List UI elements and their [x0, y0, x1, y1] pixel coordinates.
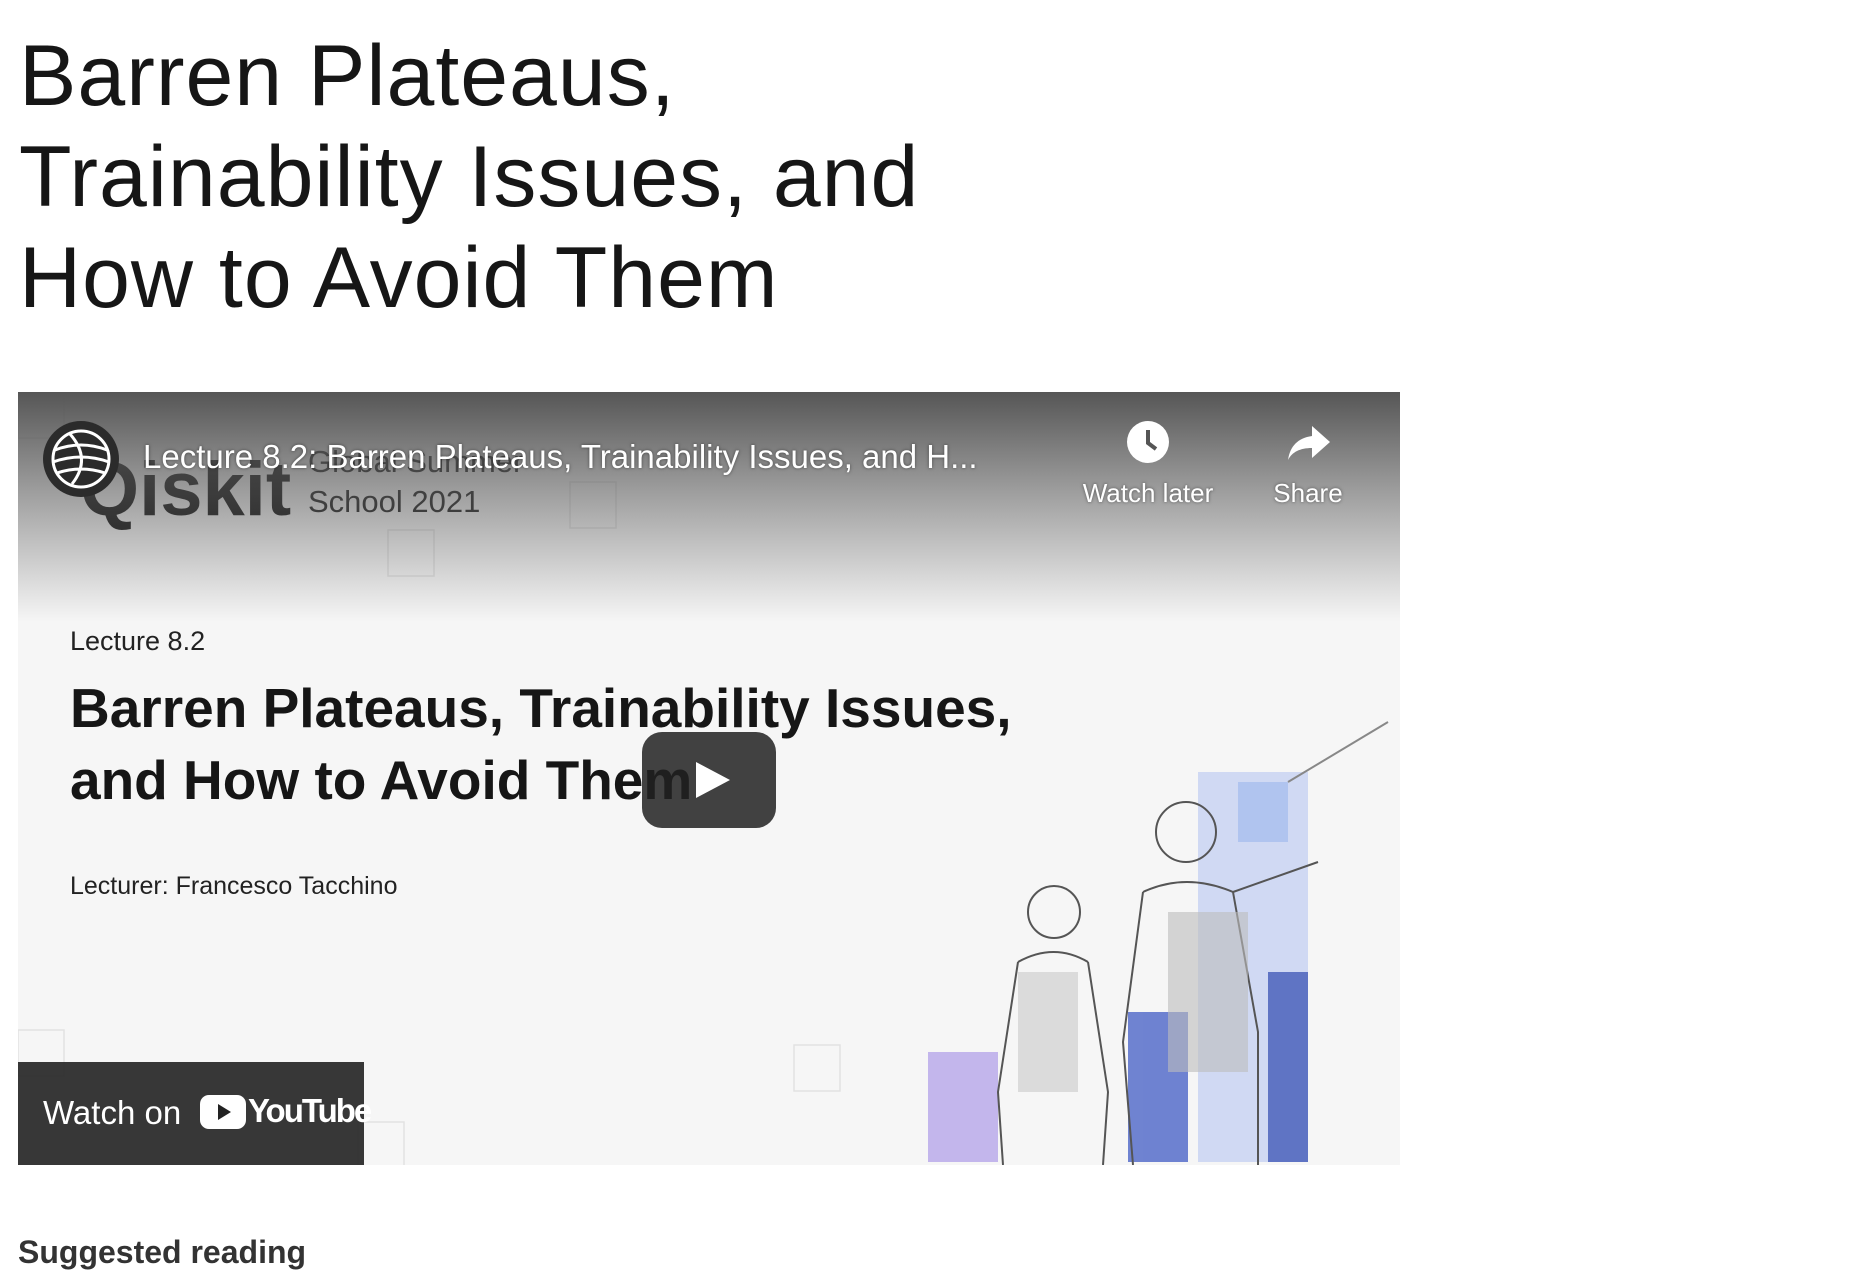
lecturer: Lecturer: Francesco Tacchino: [70, 872, 398, 900]
thumbnail-art: [18, 392, 1389, 1165]
video-embed[interactable]: Qiskit Global Summer School 2021 Lecture…: [18, 392, 1400, 1165]
section-heading: Suggested reading: [18, 1234, 307, 1270]
watch-later-icon[interactable]: [1124, 418, 1172, 466]
kicker: Lecture 8.2: [70, 626, 206, 656]
watch-on-bar[interactable]: [18, 1062, 364, 1165]
watch-later[interactable]: Watch later: [1082, 478, 1214, 508]
channel-avatar[interactable]: [42, 420, 120, 498]
thumbnail-title: Barren Plateaus, Trainability Issues, an…: [70, 672, 1012, 816]
play-button[interactable]: [642, 732, 776, 828]
title-line: Trainability Issues, and: [19, 129, 920, 225]
title-line: Barren Plateaus,: [19, 28, 676, 124]
youtube-wordmark[interactable]: YouTube: [248, 1092, 372, 1129]
youtube-logo[interactable]: [200, 1095, 246, 1129]
top-bar: [18, 392, 1400, 622]
thumbnail-title-line: Barren Plateaus, Trainability Issues,: [70, 677, 1012, 739]
watch-on[interactable]: Watch on: [43, 1094, 182, 1131]
share-icon[interactable]: [1284, 418, 1332, 466]
video-title[interactable]: Lecture 8.2: Barren Plateaus, Trainabili…: [143, 438, 978, 475]
title-line: How to Avoid Them: [19, 230, 779, 326]
share[interactable]: Share: [1273, 478, 1343, 508]
page-title: Barren Plateaus, Trainability Issues, an…: [19, 26, 919, 329]
thumbnail-title-line: and How to Avoid Them: [70, 749, 693, 811]
